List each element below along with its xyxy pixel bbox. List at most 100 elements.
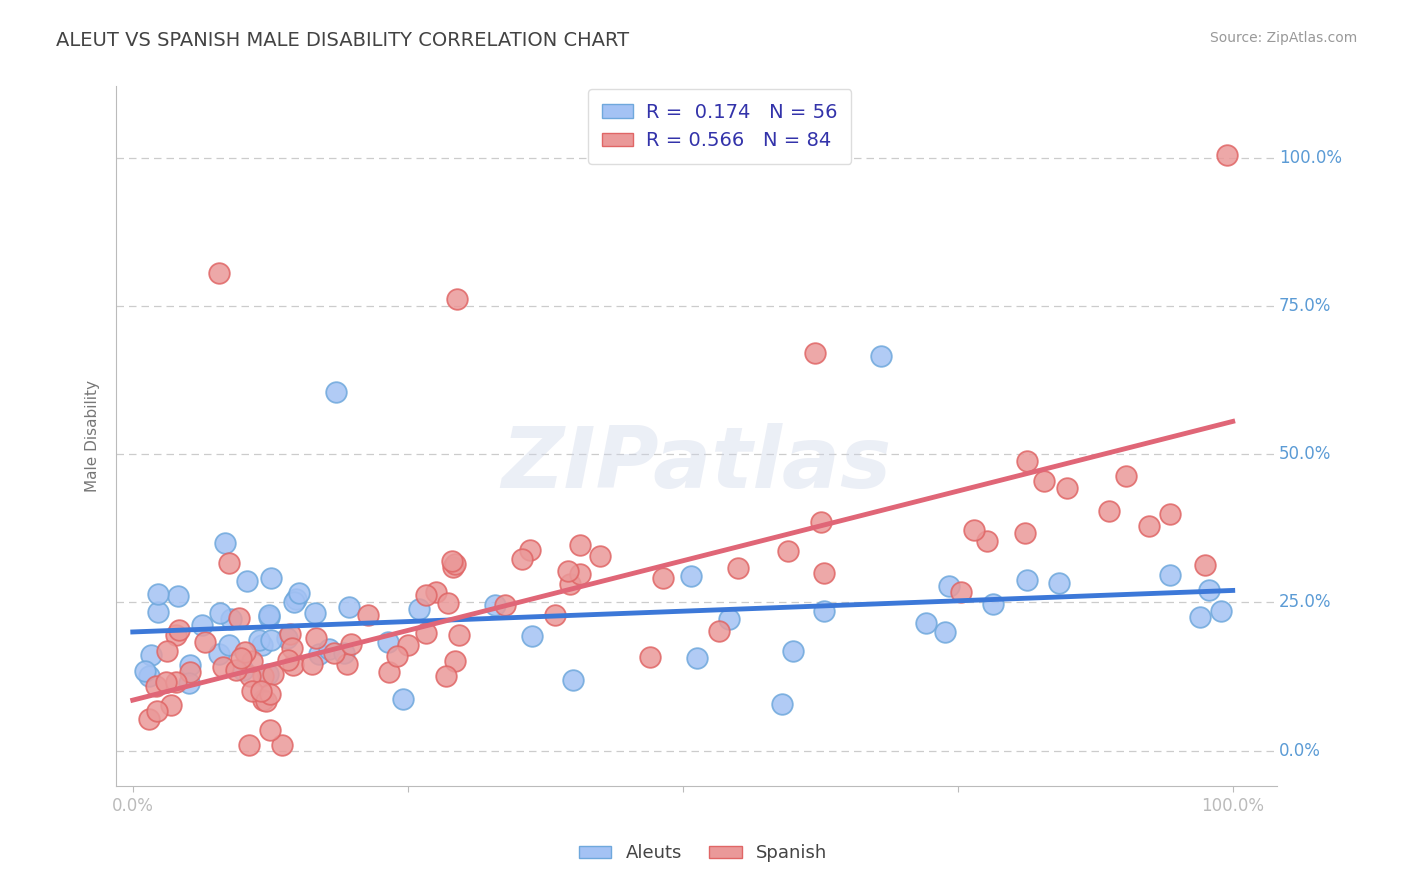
Point xyxy=(212,660,235,674)
Point xyxy=(340,638,363,652)
Point xyxy=(934,624,956,639)
Point xyxy=(813,566,835,580)
Point xyxy=(148,587,170,601)
Point xyxy=(285,592,308,607)
Point xyxy=(165,628,187,642)
Point xyxy=(869,349,891,363)
Point xyxy=(219,611,242,625)
Point xyxy=(304,606,326,620)
Point xyxy=(782,644,804,658)
Point xyxy=(301,657,323,672)
Point xyxy=(240,655,263,669)
Point xyxy=(1194,558,1216,573)
Point xyxy=(1159,508,1181,522)
Point xyxy=(651,571,673,585)
Point xyxy=(1198,583,1220,598)
Point xyxy=(259,608,281,623)
Point xyxy=(707,624,730,638)
Point xyxy=(177,676,200,690)
Point xyxy=(568,538,591,552)
Point xyxy=(976,533,998,548)
Point xyxy=(288,585,311,599)
Point xyxy=(271,738,294,752)
Point xyxy=(134,664,156,678)
Point xyxy=(238,738,260,752)
Point xyxy=(444,654,467,668)
Point xyxy=(770,697,793,711)
Point xyxy=(145,679,167,693)
Legend: Aleuts, Spanish: Aleuts, Spanish xyxy=(571,838,835,870)
Point xyxy=(441,560,464,574)
Point xyxy=(1056,482,1078,496)
Text: 50.0%: 50.0% xyxy=(1279,445,1331,463)
Point xyxy=(638,650,661,665)
Point xyxy=(938,579,960,593)
Point xyxy=(179,657,201,672)
Point xyxy=(191,618,214,632)
Point xyxy=(252,668,274,682)
Point xyxy=(214,536,236,550)
Point xyxy=(385,649,408,664)
Point xyxy=(1032,475,1054,489)
Text: Source: ZipAtlas.com: Source: ZipAtlas.com xyxy=(1209,31,1357,45)
Text: ALEUT VS SPANISH MALE DISABILITY CORRELATION CHART: ALEUT VS SPANISH MALE DISABILITY CORRELA… xyxy=(56,31,630,50)
Point xyxy=(396,639,419,653)
Point xyxy=(679,569,702,583)
Point xyxy=(484,598,506,612)
Point xyxy=(425,585,447,599)
Point xyxy=(776,544,799,558)
Point xyxy=(283,594,305,608)
Point xyxy=(391,692,413,706)
Point xyxy=(323,647,346,661)
Point xyxy=(318,642,340,657)
Point xyxy=(519,543,541,558)
Point xyxy=(252,638,274,652)
Point xyxy=(218,557,240,571)
Point xyxy=(232,663,254,677)
Point xyxy=(562,673,585,687)
Point xyxy=(1209,605,1232,619)
Point xyxy=(305,631,328,645)
Point xyxy=(277,653,299,667)
Point xyxy=(803,346,825,360)
Point xyxy=(260,632,283,647)
Point xyxy=(169,623,191,637)
Y-axis label: Male Disability: Male Disability xyxy=(86,380,100,492)
Text: 75.0%: 75.0% xyxy=(1279,297,1331,315)
Point xyxy=(1137,519,1160,533)
Text: 25.0%: 25.0% xyxy=(1279,593,1331,611)
Point xyxy=(1047,575,1070,590)
Point xyxy=(239,669,262,683)
Point xyxy=(278,626,301,640)
Point xyxy=(558,577,581,591)
Point xyxy=(1015,454,1038,468)
Point xyxy=(260,571,283,585)
Point xyxy=(333,646,356,660)
Point xyxy=(810,515,832,529)
Point xyxy=(139,648,162,663)
Point xyxy=(727,561,749,575)
Point xyxy=(589,549,612,563)
Point xyxy=(254,693,277,707)
Point xyxy=(259,687,281,701)
Text: 100.0%: 100.0% xyxy=(1279,149,1341,167)
Point xyxy=(685,651,707,665)
Point xyxy=(415,626,437,640)
Point xyxy=(167,590,190,604)
Point xyxy=(336,657,359,672)
Point xyxy=(1017,573,1039,587)
Point xyxy=(440,554,463,568)
Point xyxy=(233,645,256,659)
Point xyxy=(1014,526,1036,541)
Point xyxy=(281,641,304,656)
Point xyxy=(339,600,361,615)
Point xyxy=(1098,504,1121,518)
Point xyxy=(520,629,543,643)
Point xyxy=(257,667,280,681)
Point xyxy=(208,647,231,661)
Legend: R =  0.174   N = 56, R = 0.566   N = 84: R = 0.174 N = 56, R = 0.566 N = 84 xyxy=(588,89,852,164)
Point xyxy=(717,612,740,626)
Point xyxy=(236,574,259,588)
Point xyxy=(276,631,298,645)
Point xyxy=(512,552,534,566)
